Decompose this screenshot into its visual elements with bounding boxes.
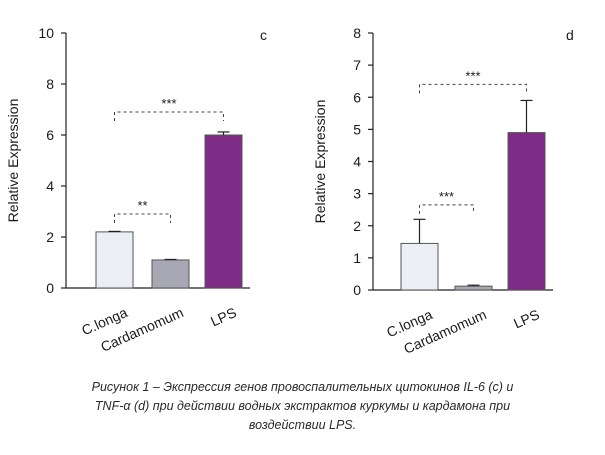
bar-clonga xyxy=(400,242,439,291)
y-tick-label: 6 xyxy=(46,127,54,143)
y-tick-label: 1 xyxy=(353,250,361,266)
caption-line-2: TNF-α (d) при действии водных экстрактов… xyxy=(94,399,511,413)
significance-bracket xyxy=(419,204,474,214)
caption-line-3: воздействии LPS. xyxy=(248,418,357,432)
y-tick-label: 4 xyxy=(353,154,361,170)
significance-label: *** xyxy=(465,68,480,83)
bar-lps xyxy=(204,134,243,289)
category-label: LPS xyxy=(511,306,542,331)
y-tick-label: 10 xyxy=(38,25,54,41)
category-label: LPS xyxy=(208,304,239,329)
significance-bracket xyxy=(114,213,171,224)
significance-label: *** xyxy=(161,96,176,111)
y-axis-title: Relative Expression xyxy=(5,99,21,223)
bar-cardamomum xyxy=(454,285,493,291)
panel-label: d xyxy=(566,27,574,43)
bar-clonga xyxy=(95,231,134,289)
significance-label: *** xyxy=(439,189,454,204)
bar-cardamomum xyxy=(151,259,190,289)
bar-lps xyxy=(507,132,546,291)
y-tick-label: 6 xyxy=(353,89,361,105)
figure-caption: Рисунок 1 – Экспрессия генов провоспалит… xyxy=(0,378,605,435)
significance-label: ** xyxy=(137,198,147,213)
significance-bracket xyxy=(114,111,224,122)
y-tick-label: 0 xyxy=(353,282,361,298)
y-tick-label: 5 xyxy=(353,121,361,137)
y-tick-label: 2 xyxy=(353,218,361,234)
y-tick-label: 4 xyxy=(46,178,54,194)
caption-line-1: Рисунок 1 – Экспрессия генов провоспалит… xyxy=(91,380,514,394)
y-axis-title: Relative Expression xyxy=(312,100,328,224)
y-tick-label: 0 xyxy=(46,280,54,296)
panel-label: c xyxy=(260,27,267,43)
significance-bracket xyxy=(419,83,527,94)
y-tick-label: 7 xyxy=(353,57,361,73)
y-tick-label: 8 xyxy=(46,76,54,92)
y-tick-label: 8 xyxy=(353,25,361,41)
y-tick-label: 2 xyxy=(46,229,54,245)
y-tick-label: 3 xyxy=(353,186,361,202)
